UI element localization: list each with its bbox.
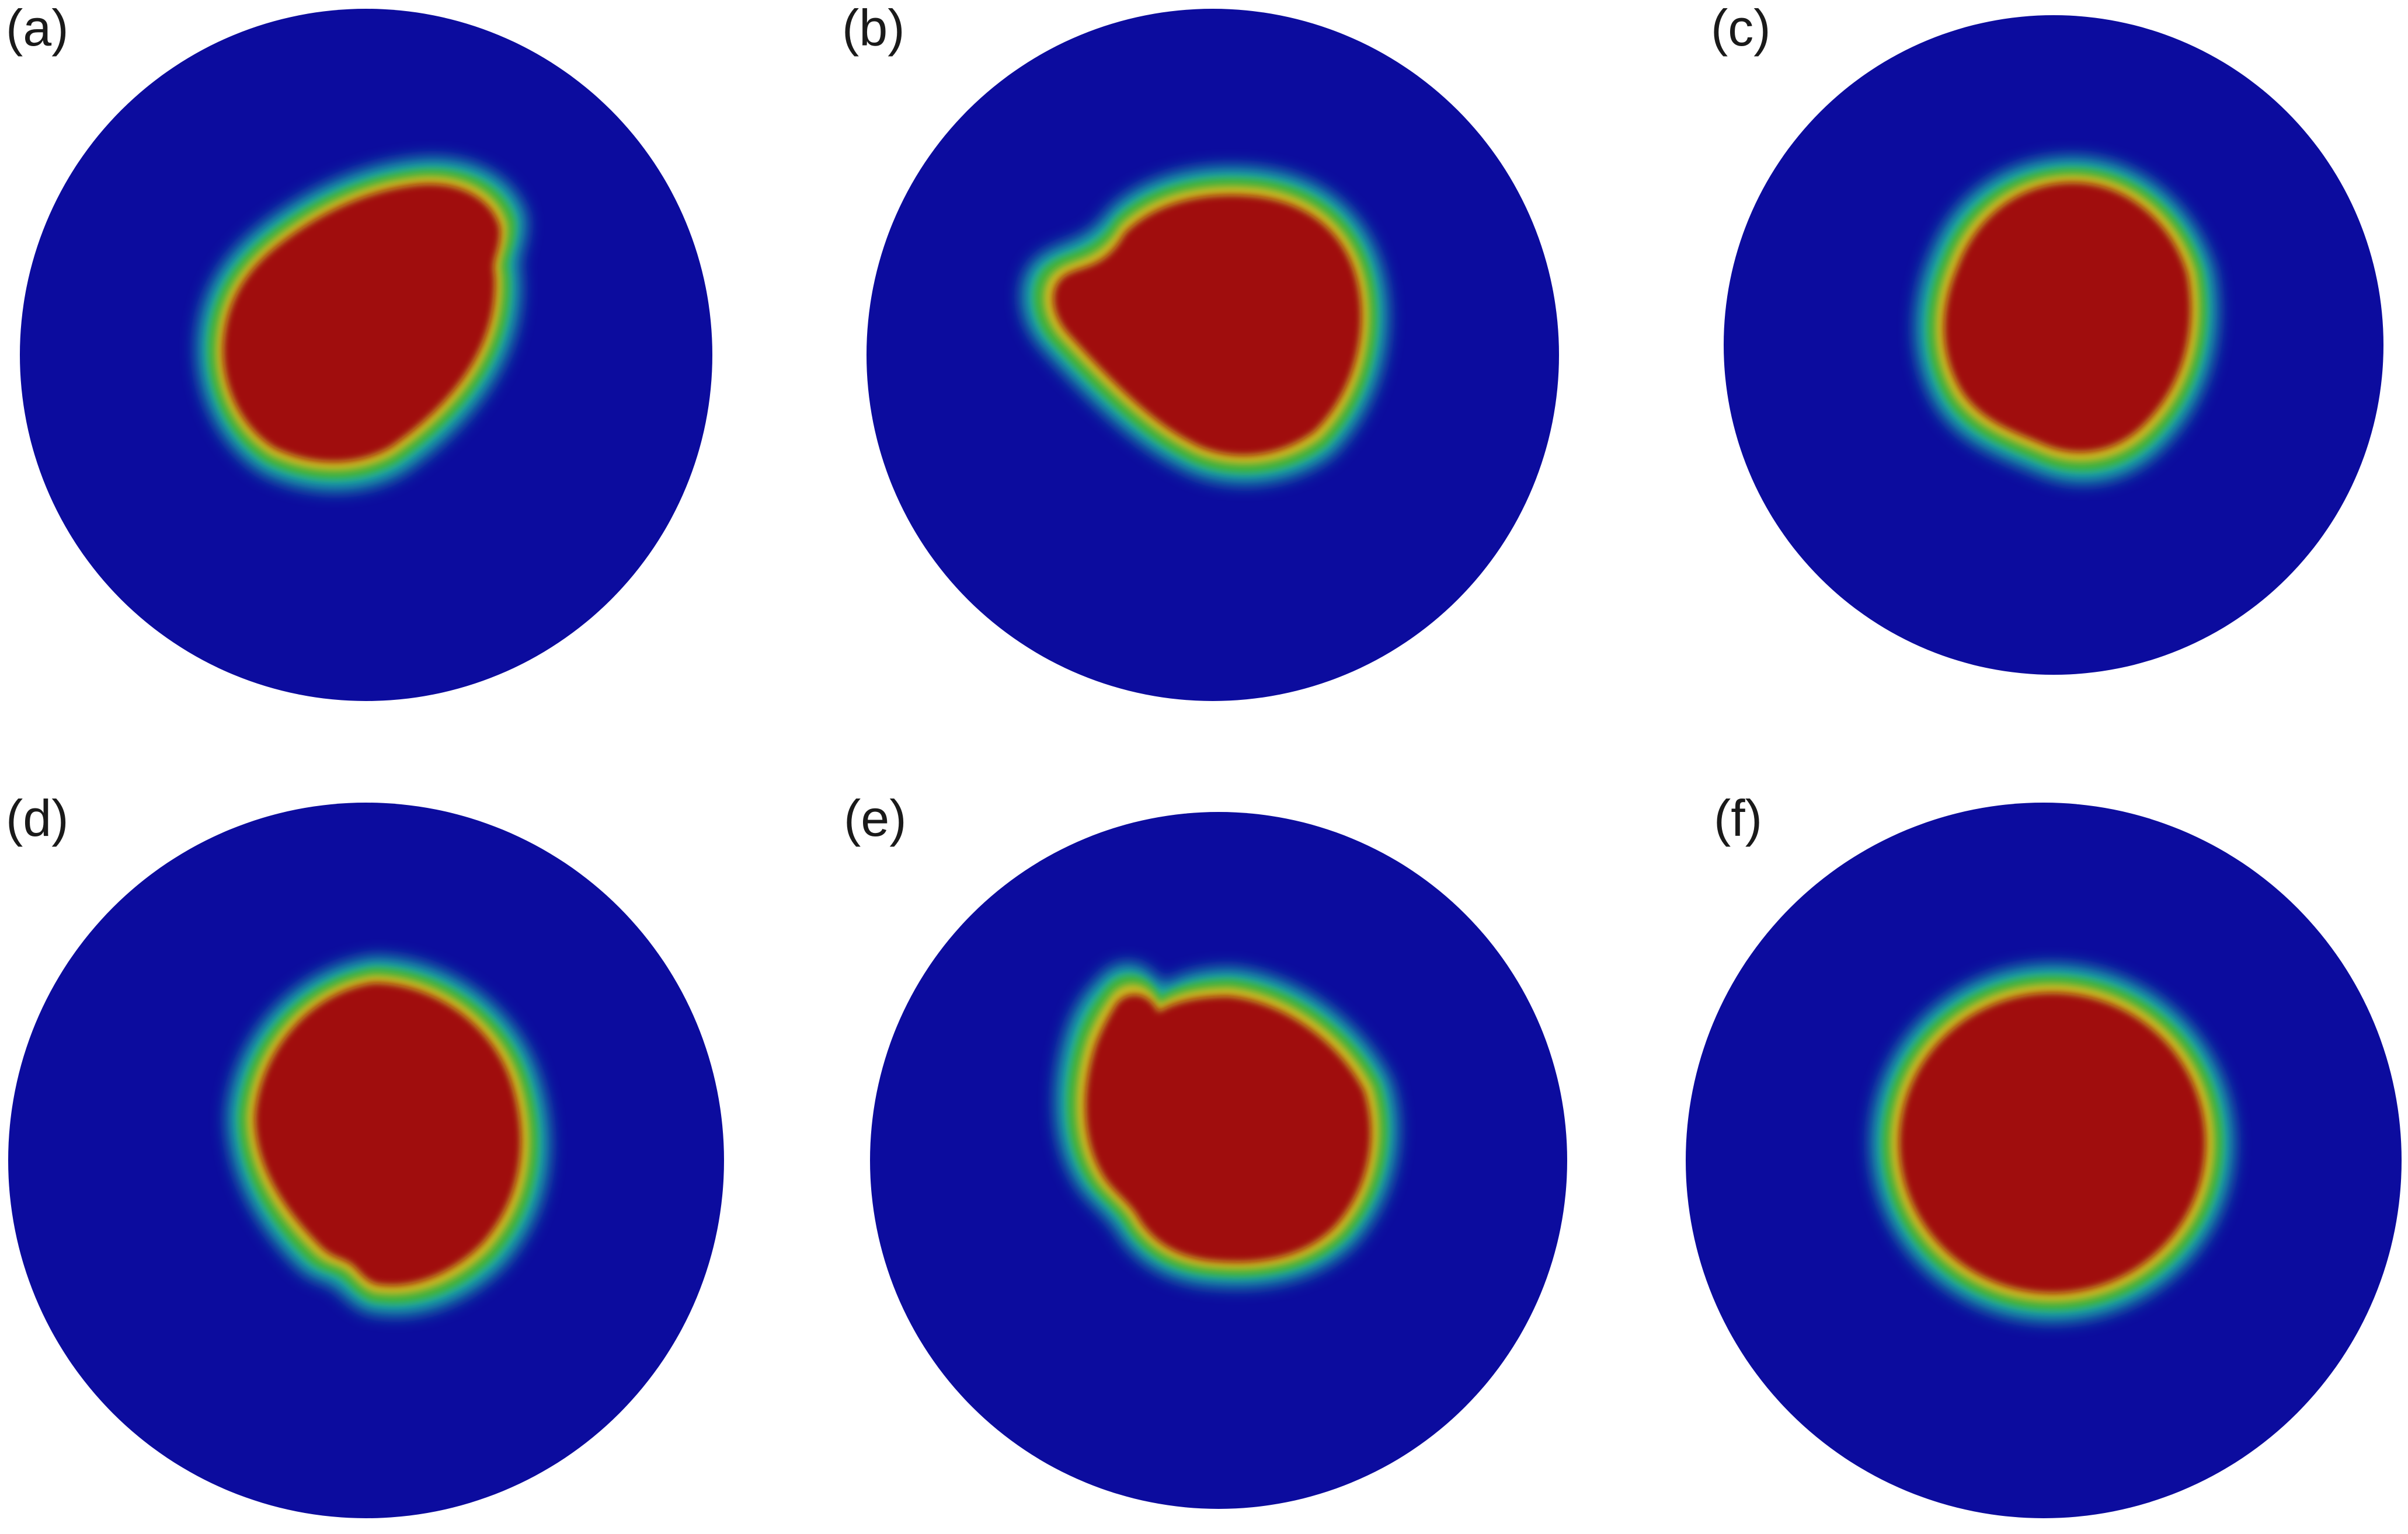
panel-a: (a) xyxy=(6,0,712,701)
droplet-interior xyxy=(1899,993,2205,1293)
droplet-interior xyxy=(223,184,500,462)
panel-c: (c) xyxy=(1711,0,2383,675)
droplet-interior xyxy=(1944,183,2191,452)
droplet-interior xyxy=(1085,995,1371,1262)
droplet-interior xyxy=(255,983,521,1285)
panel-label: (a) xyxy=(6,0,69,57)
panel-label: (f) xyxy=(1714,789,1762,847)
panel-f: (f) xyxy=(1686,789,2402,1518)
panel-label: (b) xyxy=(842,0,905,57)
panel-label: (c) xyxy=(1711,0,1771,57)
panel-label: (d) xyxy=(6,789,69,847)
panel-b: (b) xyxy=(842,0,1559,701)
panel-d: (d) xyxy=(6,789,724,1518)
panel-label: (e) xyxy=(844,789,907,847)
panel-e: (e) xyxy=(844,789,1567,1509)
droplet-interior xyxy=(1053,195,1362,455)
